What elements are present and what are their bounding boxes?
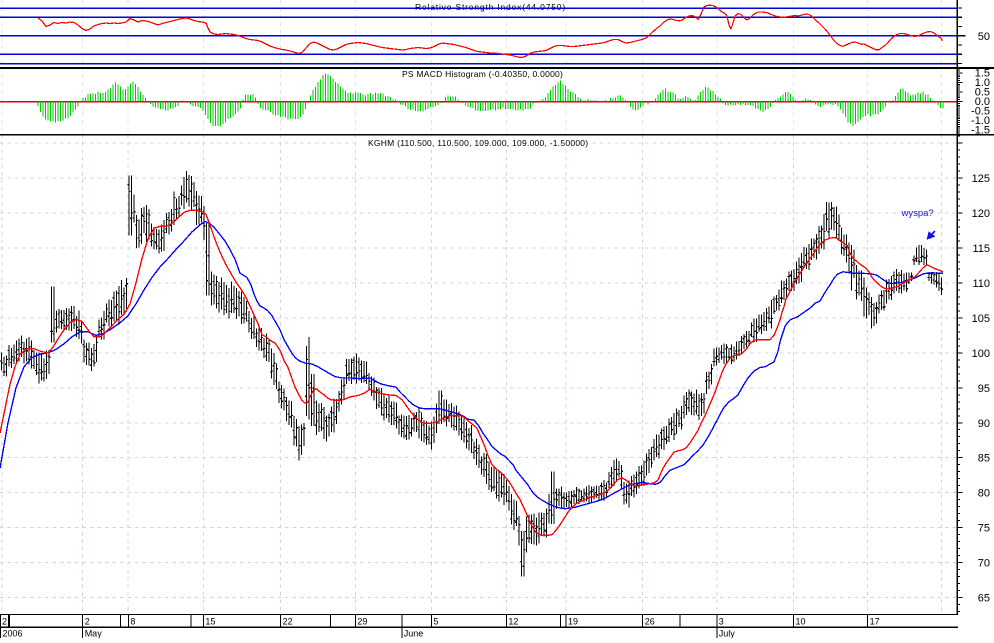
- svg-text:2: 2: [2, 616, 7, 626]
- svg-text:70: 70: [978, 558, 990, 570]
- svg-text:12: 12: [508, 616, 518, 626]
- svg-text:120: 120: [972, 208, 990, 220]
- svg-text:1.5: 1.5: [975, 67, 990, 79]
- svg-text:-0.5: -0.5: [971, 106, 990, 118]
- svg-text:115: 115: [972, 243, 990, 255]
- svg-text:10: 10: [796, 616, 806, 626]
- svg-text:90: 90: [978, 418, 990, 430]
- svg-text:June: June: [404, 629, 424, 639]
- svg-text:19: 19: [568, 616, 578, 626]
- svg-text:3: 3: [719, 616, 724, 626]
- svg-text:95: 95: [978, 383, 990, 395]
- svg-text:wyspa?: wyspa?: [901, 208, 934, 219]
- svg-text:PS MACD Histogram (-0.40350, 0: PS MACD Histogram (-0.40350, 0.0000): [402, 69, 563, 79]
- svg-text:0.5: 0.5: [975, 87, 990, 99]
- svg-text:5: 5: [433, 616, 438, 626]
- svg-text:May: May: [85, 629, 103, 639]
- svg-text:-1.0: -1.0: [971, 115, 990, 127]
- svg-text:KGHM (110.500, 110.500, 109.00: KGHM (110.500, 110.500, 109.000, 109.000…: [368, 138, 588, 148]
- svg-text:125: 125: [972, 173, 990, 185]
- svg-text:100: 100: [972, 348, 990, 360]
- svg-text:85: 85: [978, 453, 990, 465]
- svg-text:1.0: 1.0: [975, 77, 990, 89]
- svg-text:2006: 2006: [3, 629, 23, 639]
- svg-text:22: 22: [283, 616, 293, 626]
- svg-text:75: 75: [978, 523, 990, 535]
- svg-text:8: 8: [130, 616, 135, 626]
- svg-text:50: 50: [978, 31, 990, 43]
- svg-text:105: 105: [972, 313, 990, 325]
- svg-text:0.0: 0.0: [975, 96, 990, 108]
- svg-text:80: 80: [978, 488, 990, 500]
- svg-text:65: 65: [978, 593, 990, 605]
- svg-text:15: 15: [205, 616, 215, 626]
- svg-text:July: July: [719, 629, 736, 639]
- svg-text:110: 110: [972, 278, 990, 290]
- svg-text:2: 2: [85, 616, 90, 626]
- svg-text:29: 29: [357, 616, 367, 626]
- svg-text:17: 17: [870, 616, 880, 626]
- svg-text:26: 26: [645, 616, 655, 626]
- svg-text:-1.5: -1.5: [971, 125, 990, 137]
- svg-text:Relative Strength Index(44.075: Relative Strength Index(44.0750): [415, 2, 566, 12]
